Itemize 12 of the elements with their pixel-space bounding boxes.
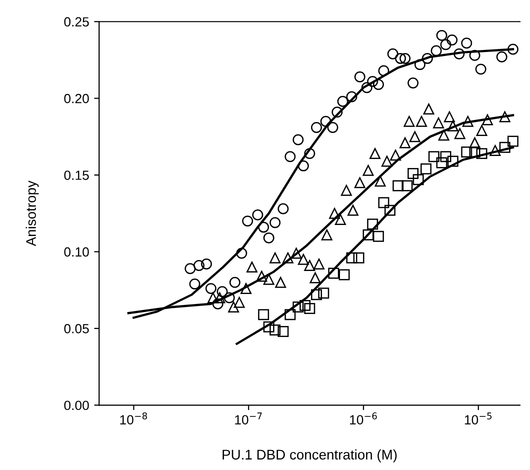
x-tick-label: 10$^{−6}$: [350, 412, 377, 424]
y-tick-label: 0.00: [64, 400, 89, 410]
y-tick-label: 0.20: [64, 94, 89, 104]
x-tick-label: 10$^{−8}$: [120, 412, 148, 424]
y-tick-label: 0.25: [64, 17, 89, 27]
y-tick-label: 0.05: [64, 324, 89, 334]
x-tick-label: 10$^{−5}$: [464, 412, 492, 424]
x-axis-title: PU.1 DBD concentration (M): [222, 449, 397, 462]
x-tick-label: 10$^{−7}$: [235, 412, 262, 424]
y-tick-label: 0.15: [64, 170, 89, 180]
y-axis-title: Anisotropy: [26, 180, 39, 246]
y-tick-label: 0.10: [64, 247, 89, 257]
